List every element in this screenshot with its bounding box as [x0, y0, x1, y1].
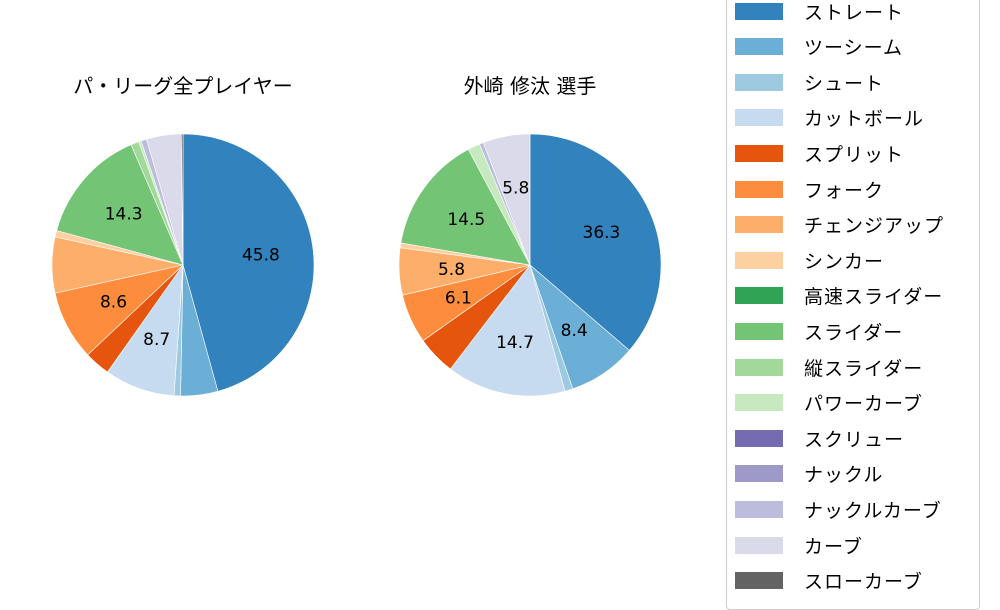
legend-swatch — [735, 429, 783, 447]
legend-label: ナックルカーブ — [804, 499, 942, 522]
legend-swatch — [735, 109, 783, 127]
legend-swatch — [735, 465, 783, 483]
legend-label: チェンジアップ — [804, 215, 945, 238]
legend-item: 縦スライダー — [735, 355, 924, 380]
legend-label: スプリット — [804, 143, 905, 166]
legend-label: カーブ — [804, 535, 863, 558]
legend-item: カットボール — [735, 106, 924, 130]
legend-swatch — [735, 216, 783, 234]
pie-player: 36.3 8.4 14.7 6.1 5.8 14.5 5.8 — [398, 133, 662, 397]
slice-value-label: 36.3 — [583, 223, 621, 243]
legend-label: ストレート — [804, 1, 905, 24]
legend-item: パワーカーブ — [735, 391, 923, 415]
pie-slice — [181, 133, 184, 266]
legend-item: シンカー — [735, 248, 885, 273]
pie-slice — [400, 149, 531, 266]
legend-label: 縦スライダー — [804, 357, 924, 380]
legend-swatch — [735, 322, 783, 340]
legend-swatch — [735, 2, 783, 20]
legend-item: スクリュー — [735, 426, 905, 451]
slice-value-label: 14.3 — [105, 204, 143, 224]
legend-label: カットボール — [804, 108, 925, 131]
slice-value-label: 14.5 — [447, 210, 485, 230]
chart-title-league: パ・リーグ全プレイヤー — [73, 74, 293, 98]
legend-swatch — [735, 394, 783, 412]
chart-title-player: 外崎 修汰 選手 — [463, 74, 597, 98]
legend-label: スライダー — [804, 321, 904, 344]
pie-slice — [529, 133, 662, 351]
legend-swatch — [735, 500, 783, 518]
legend-swatch — [735, 38, 783, 56]
legend-item: カーブ — [735, 533, 863, 558]
legend-swatch — [735, 287, 783, 305]
legend-swatch — [735, 251, 783, 269]
legend-item: チェンジアップ — [735, 213, 944, 237]
legend-item: ナックルカーブ — [735, 497, 942, 522]
pie-slice — [449, 264, 566, 397]
slice-value-label: 14.7 — [496, 333, 534, 353]
legend-item: スローカーブ — [735, 569, 923, 593]
legend-swatch — [735, 572, 783, 590]
legend-item: 高速スライダー — [735, 284, 943, 308]
legend-label: スクリュー — [804, 428, 905, 451]
legend-label: シンカー — [804, 250, 885, 273]
legend-item: スライダー — [735, 319, 904, 344]
slice-value-label: 8.6 — [100, 293, 127, 313]
pie-slice — [182, 133, 315, 392]
legend-item: スプリット — [735, 141, 905, 166]
legend-item: ストレート — [735, 0, 905, 24]
legend-swatch — [735, 180, 783, 198]
legend-label: 高速スライダー — [804, 286, 944, 309]
legend-label: パワーカーブ — [804, 393, 923, 416]
pie-slice — [482, 133, 531, 266]
legend-label: スローカーブ — [804, 571, 923, 594]
legend-item: ツーシーム — [735, 35, 903, 59]
legend-swatch — [735, 358, 783, 376]
legend-swatch — [735, 144, 783, 162]
legend-item: シュート — [735, 70, 885, 95]
legend-swatch — [735, 73, 783, 91]
slice-value-label: 5.8 — [502, 179, 529, 199]
legend-label: シュート — [804, 72, 885, 95]
slice-value-label: 6.1 — [445, 288, 472, 308]
slice-value-label: 45.8 — [242, 245, 280, 265]
slice-value-label: 8.7 — [143, 330, 170, 350]
legend-item: ナックル — [735, 462, 883, 486]
legend: ストレートツーシームシュートカットボール スプリットフォークチェンジアップ シンカー… — [726, 0, 980, 610]
legend-label: ナックル — [804, 464, 884, 487]
slice-value-label: 5.8 — [438, 260, 465, 280]
legend-item: フォーク — [735, 177, 885, 202]
legend-label: フォーク — [804, 179, 885, 202]
legend-label: ツーシーム — [804, 37, 904, 60]
slice-value-label: 8.4 — [561, 321, 588, 341]
pie-league: 45.8 8.7 8.6 14.3 — [51, 133, 315, 397]
legend-swatch — [735, 536, 783, 554]
pie-slice — [56, 144, 184, 266]
